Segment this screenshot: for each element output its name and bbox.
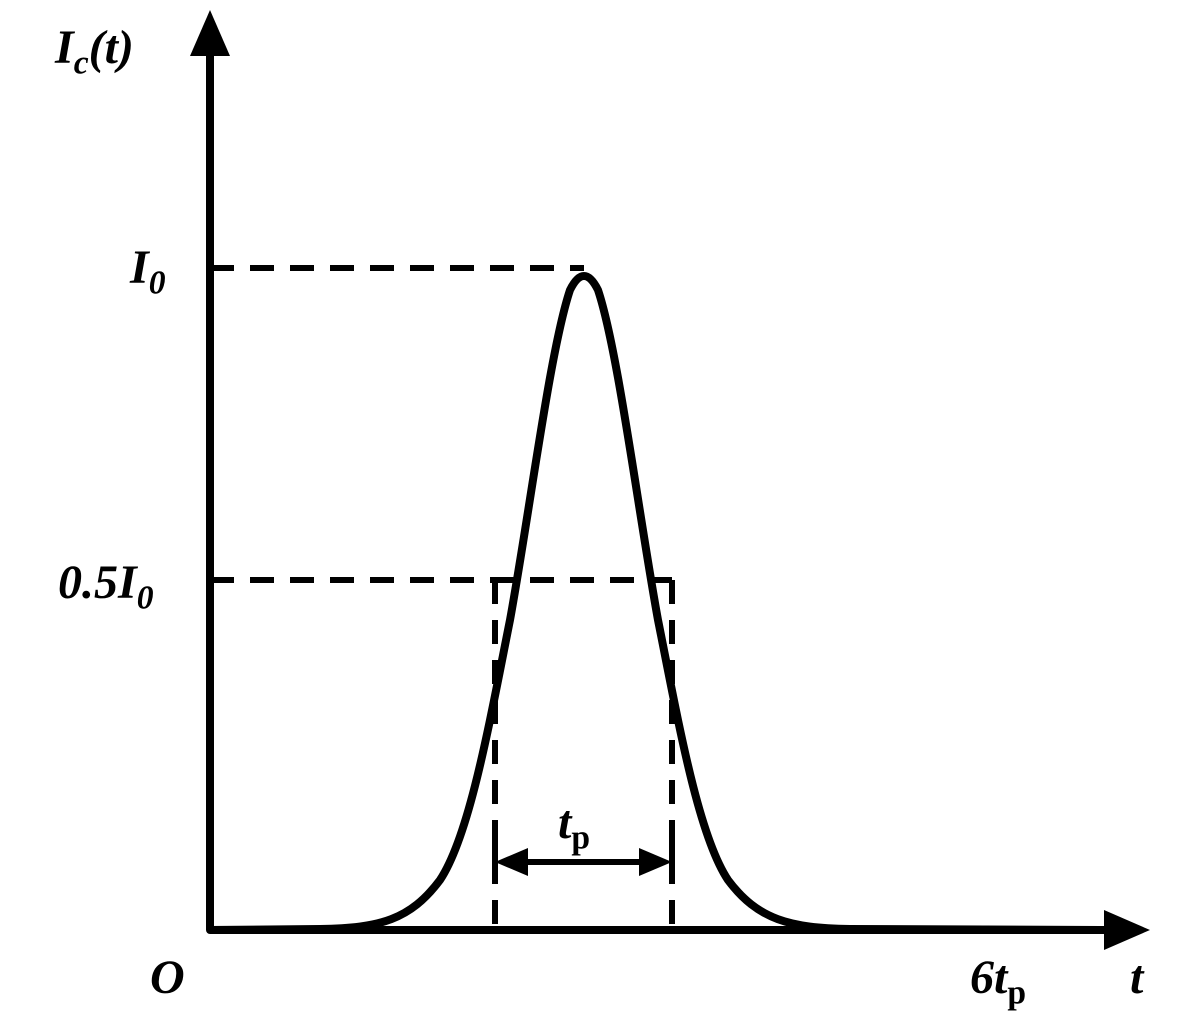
tp-label: tp xyxy=(558,795,590,858)
diagram-svg xyxy=(0,0,1193,1027)
x-axis-arrowhead xyxy=(1104,910,1150,950)
six-tp-label-text: 6tp xyxy=(970,951,1026,1004)
half-peak-label-text: 0.5I0 xyxy=(58,556,153,609)
peak-label: I0 xyxy=(130,240,165,303)
pulse-diagram: Ic(t) O I0 0.5I0 tp 6tp t xyxy=(0,0,1193,1027)
y-axis-label-text: Ic(t) xyxy=(55,21,134,74)
x-axis-label: t xyxy=(1130,950,1143,1005)
six-tp-label: 6tp xyxy=(970,950,1026,1013)
y-axis-label: Ic(t) xyxy=(55,20,134,83)
origin-label: O xyxy=(150,950,185,1005)
dashed-guides xyxy=(210,268,672,930)
tp-label-text: tp xyxy=(558,796,590,849)
axes-group xyxy=(190,10,1150,950)
half-peak-label: 0.5I0 xyxy=(58,555,153,618)
pulse-curve xyxy=(210,276,1100,930)
tp-arrow-right-head xyxy=(639,848,672,876)
y-axis-arrowhead xyxy=(190,10,230,56)
tp-arrow-left-head xyxy=(495,848,528,876)
peak-label-text: I0 xyxy=(130,241,165,294)
origin-label-text: O xyxy=(150,951,185,1004)
x-axis-label-text: t xyxy=(1130,951,1143,1004)
